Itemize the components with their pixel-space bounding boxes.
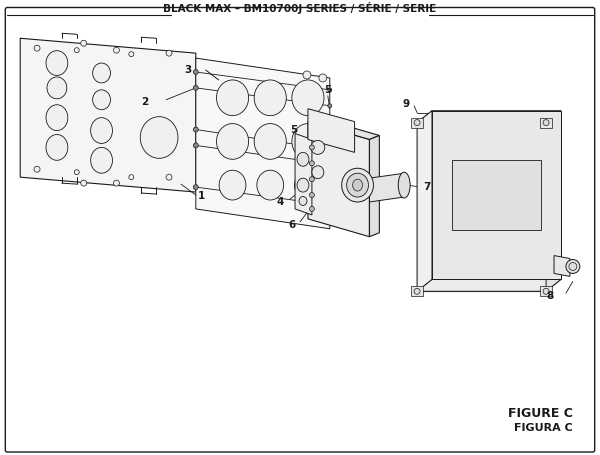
Polygon shape [295, 133, 312, 215]
Ellipse shape [292, 80, 324, 116]
Circle shape [74, 170, 79, 175]
Polygon shape [20, 38, 196, 192]
Ellipse shape [254, 80, 286, 116]
Ellipse shape [91, 147, 112, 173]
Polygon shape [370, 173, 404, 202]
Ellipse shape [297, 178, 309, 192]
Text: 5: 5 [290, 125, 298, 135]
Ellipse shape [92, 90, 110, 110]
Circle shape [310, 177, 314, 182]
Polygon shape [411, 118, 423, 127]
Circle shape [81, 40, 86, 46]
Circle shape [193, 70, 198, 75]
Circle shape [328, 203, 332, 207]
Ellipse shape [217, 124, 248, 159]
Circle shape [81, 180, 86, 186]
Text: FIGURE C: FIGURE C [508, 407, 573, 420]
Circle shape [193, 86, 198, 91]
Polygon shape [417, 111, 561, 122]
Circle shape [129, 52, 134, 56]
Ellipse shape [47, 77, 67, 99]
Circle shape [566, 259, 580, 273]
Circle shape [328, 88, 332, 92]
Ellipse shape [92, 63, 110, 83]
Text: 2: 2 [141, 97, 148, 107]
Ellipse shape [312, 166, 324, 179]
Circle shape [129, 175, 134, 180]
Ellipse shape [295, 170, 322, 200]
Polygon shape [411, 286, 423, 296]
Text: 1: 1 [198, 191, 205, 201]
Polygon shape [308, 121, 370, 237]
Circle shape [319, 74, 327, 82]
Text: BLACK MAX – BM10700J SERIES / SÉRIE / SERIE: BLACK MAX – BM10700J SERIES / SÉRIE / SE… [163, 2, 437, 15]
Circle shape [569, 263, 577, 270]
Text: 5: 5 [324, 85, 331, 95]
Ellipse shape [398, 172, 410, 198]
Circle shape [303, 71, 311, 79]
Polygon shape [417, 111, 432, 291]
Text: 9: 9 [402, 99, 409, 109]
Ellipse shape [341, 168, 373, 202]
Circle shape [113, 47, 119, 53]
Ellipse shape [311, 141, 325, 154]
Polygon shape [308, 109, 355, 152]
Ellipse shape [299, 197, 307, 206]
Circle shape [543, 120, 549, 126]
Ellipse shape [91, 118, 112, 143]
Circle shape [310, 207, 314, 212]
Polygon shape [554, 256, 570, 276]
Circle shape [193, 185, 198, 190]
Polygon shape [196, 58, 330, 229]
Circle shape [310, 192, 314, 197]
Text: FIGURA C: FIGURA C [514, 423, 573, 433]
Circle shape [328, 104, 332, 108]
Ellipse shape [257, 170, 284, 200]
Circle shape [414, 288, 420, 294]
Polygon shape [370, 136, 379, 237]
Circle shape [328, 147, 332, 152]
Circle shape [310, 145, 314, 150]
Ellipse shape [347, 173, 368, 197]
Polygon shape [432, 111, 561, 279]
Circle shape [328, 162, 332, 166]
Circle shape [166, 174, 172, 180]
Text: 7: 7 [423, 182, 430, 192]
Circle shape [74, 48, 79, 53]
Polygon shape [540, 118, 552, 127]
Circle shape [310, 161, 314, 166]
Ellipse shape [219, 170, 246, 200]
Text: 4: 4 [276, 197, 284, 207]
Circle shape [34, 45, 40, 51]
Polygon shape [417, 279, 561, 291]
Circle shape [193, 143, 198, 148]
Ellipse shape [140, 116, 178, 158]
Circle shape [414, 120, 420, 126]
Circle shape [543, 288, 549, 294]
Ellipse shape [353, 179, 362, 191]
Text: 8: 8 [547, 291, 554, 301]
Ellipse shape [292, 124, 324, 159]
Polygon shape [452, 160, 541, 230]
Polygon shape [540, 286, 552, 296]
Ellipse shape [297, 152, 309, 166]
Circle shape [166, 50, 172, 56]
Circle shape [113, 180, 119, 186]
Ellipse shape [46, 105, 68, 131]
Circle shape [193, 127, 198, 132]
Circle shape [34, 166, 40, 172]
Ellipse shape [217, 80, 248, 116]
Ellipse shape [46, 51, 68, 76]
Ellipse shape [46, 135, 68, 160]
Polygon shape [546, 111, 561, 291]
Text: 6: 6 [288, 220, 295, 230]
Polygon shape [308, 118, 379, 140]
Text: 3: 3 [184, 65, 191, 75]
Ellipse shape [254, 124, 286, 159]
